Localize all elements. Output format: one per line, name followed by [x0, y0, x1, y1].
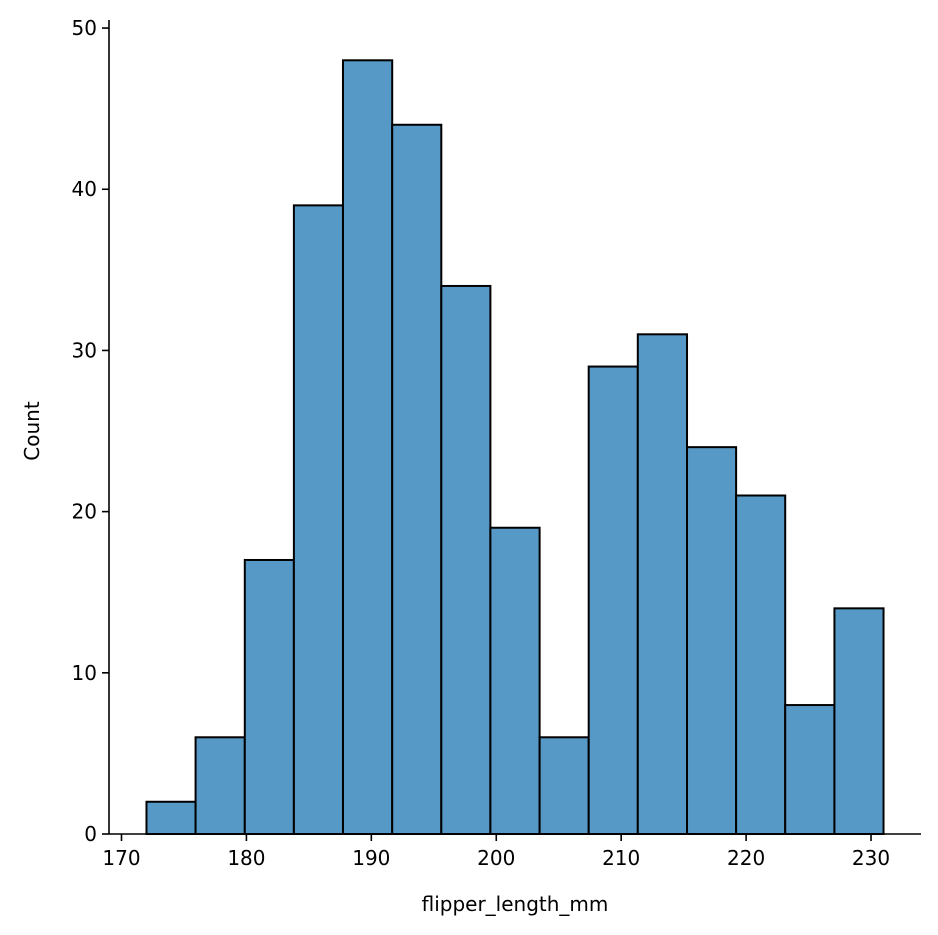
x-tick-label: 170: [102, 846, 140, 870]
x-axis-label: flipper_length_mm: [422, 892, 609, 916]
y-tick-label: 40: [72, 177, 97, 201]
histogram-bar: [587, 365, 639, 835]
x-tick-label: 200: [477, 846, 515, 870]
histogram-bar: [489, 526, 541, 835]
y-tick-label: 0: [84, 822, 97, 846]
y-tick-label: 20: [72, 500, 97, 524]
y-tick-label: 30: [72, 338, 97, 362]
x-tick-label: 180: [227, 846, 265, 870]
histogram-bar: [292, 204, 344, 835]
histogram-bar: [735, 494, 787, 835]
y-axis-label: Count: [20, 401, 44, 461]
histogram-bar: [194, 736, 246, 835]
histogram-bar: [341, 59, 394, 835]
x-ticks-group: 170 180 190 200 210 220 230: [102, 834, 890, 870]
histogram-bar: [636, 333, 689, 835]
histogram-bar: [243, 558, 295, 836]
histogram-bar: [833, 607, 885, 835]
x-tick-label: 220: [727, 846, 765, 870]
x-tick-label: 210: [602, 846, 640, 870]
histogram-bar: [391, 123, 443, 835]
y-ticks-group: 0 10 20 30 40 50: [72, 16, 109, 846]
bars-group: [145, 59, 885, 836]
histogram-bar: [538, 736, 590, 835]
x-tick-label: 230: [852, 846, 890, 870]
histogram-bar: [440, 284, 492, 835]
histogram-bar: [686, 446, 738, 835]
axes-group: [108, 20, 921, 835]
x-tick-label: 190: [352, 846, 390, 870]
histogram-bar: [145, 800, 197, 836]
histogram-bar: [784, 704, 836, 835]
y-tick-label: 10: [72, 661, 97, 685]
y-tick-label: 50: [72, 16, 97, 40]
